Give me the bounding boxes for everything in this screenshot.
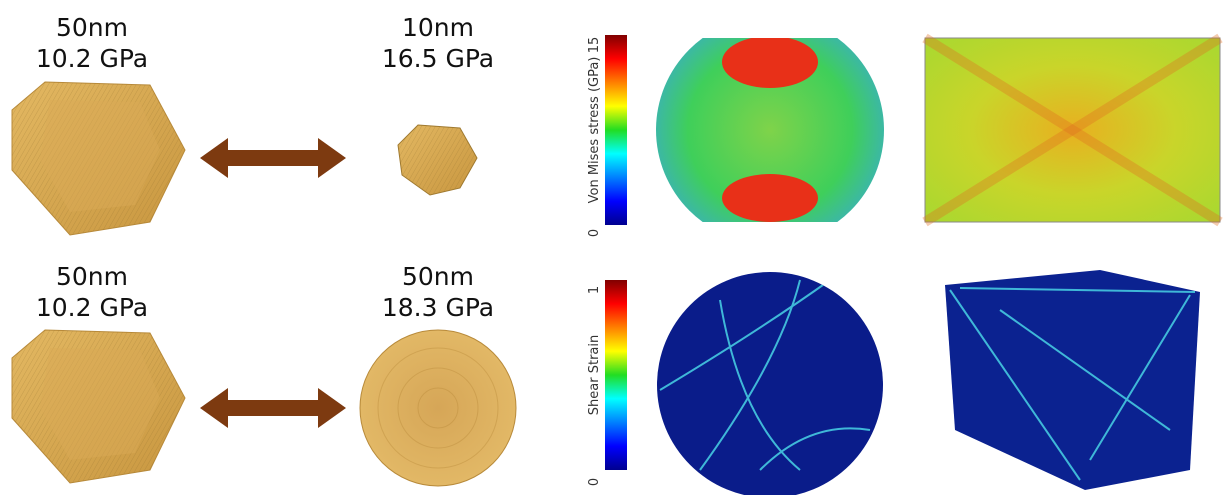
strain-map-cube xyxy=(945,270,1200,490)
small-polyhedron xyxy=(398,125,477,195)
strain-map-sphere xyxy=(657,272,883,495)
stress-map-sphere xyxy=(656,16,884,244)
polyhedron xyxy=(12,82,185,235)
colorbar xyxy=(605,35,627,225)
sphere xyxy=(360,330,516,486)
size-label: 50nm xyxy=(56,13,128,42)
figure: 50nm 10.2 GPa 10nm 16.5 GPa 50nm 10.2 GP… xyxy=(0,0,1223,495)
colorbar-label: Von Mises stress (GPa) xyxy=(587,57,602,204)
stress-map-cube xyxy=(925,38,1220,222)
colorbar-tick: 0 xyxy=(587,478,602,486)
stress-label: 16.5 GPa xyxy=(382,44,494,73)
stress-label: 18.3 GPa xyxy=(382,293,494,322)
stress-label: 10.2 GPa xyxy=(36,44,148,73)
stress-label: 10.2 GPa xyxy=(36,293,148,322)
colorbar-label: Shear Strain xyxy=(587,335,602,415)
double-arrow xyxy=(200,138,346,178)
colorbar-tick: 1 xyxy=(587,286,602,294)
size-label: 10nm xyxy=(402,13,474,42)
polyhedron xyxy=(12,330,185,483)
colorbar xyxy=(605,280,627,470)
size-label: 50nm xyxy=(402,262,474,291)
colorbar-tick: 0 xyxy=(587,229,602,237)
size-label: 50nm xyxy=(56,262,128,291)
colorbar-tick: 15 xyxy=(587,37,602,54)
double-arrow xyxy=(200,388,346,428)
